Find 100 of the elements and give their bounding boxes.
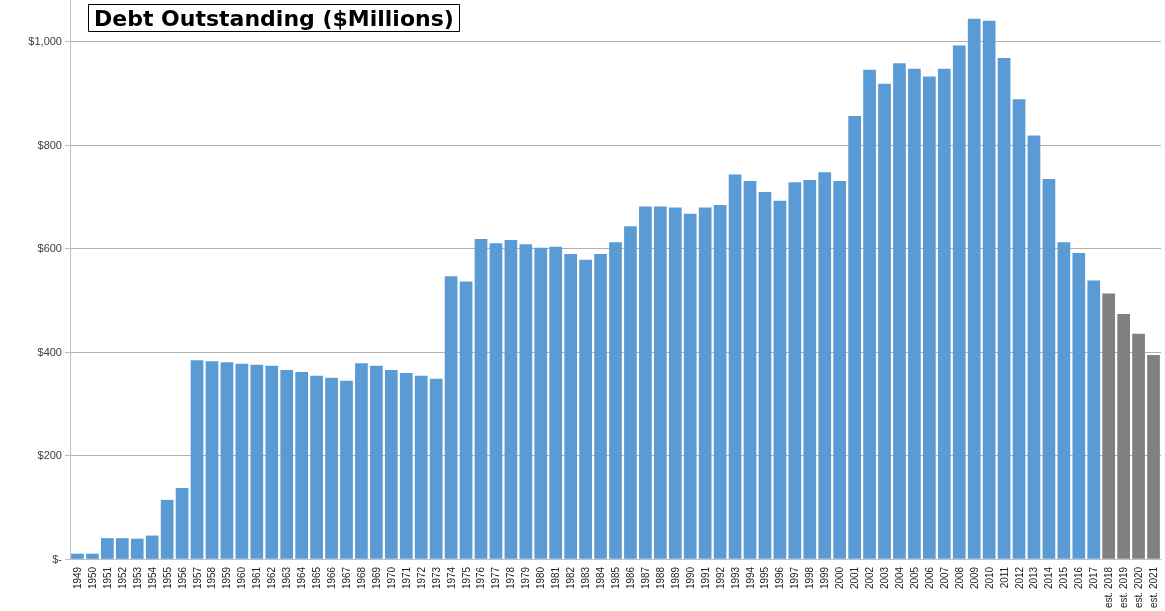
x-tick-label: 1998: [804, 566, 816, 590]
x-tick-label: 2007: [938, 566, 950, 590]
x-tick-label: 1993: [729, 566, 741, 590]
bar: [220, 362, 234, 559]
y-tick-label: $600: [37, 242, 62, 255]
bar: [967, 18, 981, 559]
bar: [594, 254, 607, 559]
x-tick-label: 1952: [116, 566, 128, 590]
bar: [250, 364, 264, 559]
bar: [175, 487, 189, 559]
x-tick-label: 2006: [923, 566, 935, 590]
bar: [205, 361, 219, 559]
x-tick-label: 1961: [251, 566, 263, 590]
x-tick-label: 1955: [161, 566, 173, 590]
x-tick-label: 1951: [101, 566, 113, 590]
bar: [519, 244, 533, 559]
bar: [160, 499, 174, 559]
x-tick-label: 1997: [789, 566, 801, 590]
bar: [101, 538, 114, 559]
bar: [355, 363, 368, 559]
x-tick-label: 1982: [565, 566, 577, 590]
y-tick-label: $400: [37, 345, 62, 358]
bar: [295, 372, 308, 559]
x-tick-label: 1950: [86, 566, 98, 590]
x-tick-label: 1977: [490, 566, 502, 590]
x-tick-label: 2004: [893, 566, 905, 590]
bar: [399, 373, 413, 559]
x-tick-label: 1956: [176, 566, 188, 590]
bar: [549, 246, 563, 559]
bar: [504, 240, 518, 559]
bar: [848, 115, 861, 559]
x-tick-label: est. 2019: [1118, 566, 1130, 609]
x-tick-label: 2000: [834, 566, 846, 590]
x-tick-label: 2001: [849, 566, 861, 590]
x-tick-label: 2003: [879, 566, 891, 590]
bar: [414, 375, 428, 559]
x-tick-label: 1963: [281, 566, 293, 590]
bar: [384, 369, 398, 559]
x-tick-label: 1954: [146, 566, 158, 590]
bar: [564, 254, 578, 559]
bar: [534, 247, 548, 559]
x-tick-label: 1996: [774, 566, 786, 590]
x-tick-label: 1985: [610, 566, 621, 590]
x-tick-label: 1975: [460, 566, 472, 590]
x-tick-label: 1987: [639, 566, 651, 590]
x-tick-label: 2014: [1043, 566, 1055, 590]
bar: [833, 181, 847, 559]
x-tick-label: 1979: [520, 566, 532, 590]
bar: [982, 20, 996, 559]
x-tick-label: 1992: [714, 566, 726, 590]
x-tick-label: 2010: [983, 566, 995, 590]
x-tick-label: 1959: [221, 566, 233, 590]
x-tick-label: 1978: [505, 566, 517, 590]
bar: [743, 181, 757, 559]
bar: [1012, 99, 1026, 559]
bar: [444, 276, 458, 559]
bar: [788, 182, 802, 559]
bar: [818, 172, 832, 559]
y-tick-label: $200: [37, 449, 62, 462]
bar: [893, 63, 906, 559]
bar: [86, 553, 99, 559]
x-tick-label: 1994: [744, 566, 756, 590]
bar: [803, 180, 817, 559]
x-tick-label: 1995: [759, 566, 771, 590]
x-tick-label: 1984: [595, 566, 607, 590]
bar: [429, 378, 443, 559]
bar: [325, 377, 338, 559]
bar: [145, 535, 159, 559]
x-tick-label: 1958: [206, 566, 218, 590]
x-tick-label: 2005: [908, 566, 920, 590]
x-tick-label: 1970: [385, 566, 397, 590]
bar: [1027, 135, 1041, 559]
bar: [937, 68, 951, 559]
x-tick-label: 1949: [71, 566, 83, 590]
x-tick-label: 1968: [355, 566, 367, 590]
bar: [71, 553, 84, 559]
bar: [474, 239, 488, 559]
x-tick-label: 1957: [191, 566, 203, 590]
x-tick-label: 1976: [475, 566, 487, 590]
bar: [758, 191, 772, 559]
x-tick-label: 1986: [624, 566, 636, 590]
x-tick-label: 1989: [669, 566, 681, 590]
x-tick-label: 1991: [699, 566, 711, 590]
bar: [773, 200, 787, 559]
x-tick-label: 2017: [1088, 566, 1100, 590]
bar: [459, 281, 473, 559]
x-tick-label: 1974: [445, 566, 457, 590]
chart-title: Debt Outstanding ($Millions): [94, 5, 454, 31]
bar: [1087, 280, 1101, 559]
bar: [639, 206, 652, 559]
bar: [370, 365, 383, 559]
y-tick-label: $800: [37, 138, 62, 151]
x-tick-label: 1964: [296, 566, 308, 590]
bar: [683, 213, 697, 559]
x-tick-label: 1962: [266, 566, 278, 590]
bar: [908, 68, 921, 559]
bar: [1072, 253, 1086, 559]
y-tick-label: $-: [52, 552, 63, 565]
x-tick-label: 2012: [1013, 566, 1025, 590]
x-tick-label: 1967: [340, 566, 352, 590]
